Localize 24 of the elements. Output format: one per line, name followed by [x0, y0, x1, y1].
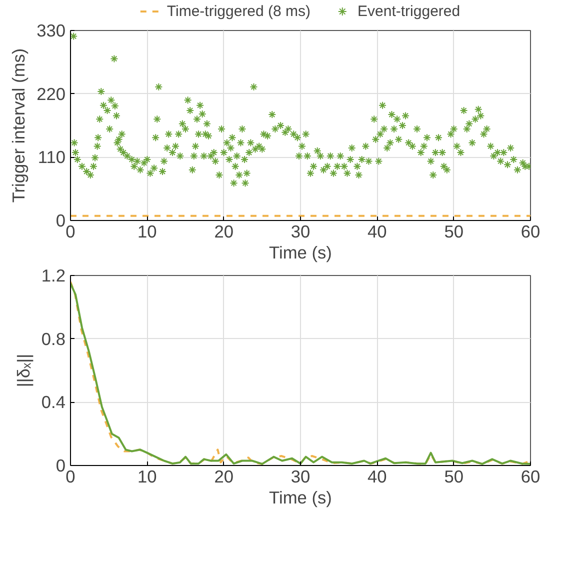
y-tick-label: 0.4	[41, 392, 66, 412]
x-tick-label: 60	[520, 466, 540, 486]
x-tick-label: 40	[368, 222, 387, 242]
x-tick-label: 50	[444, 466, 464, 486]
x-tick-label: 60	[520, 222, 540, 242]
x-tick-label: 50	[444, 222, 464, 242]
y-tick-label: 330	[36, 20, 66, 40]
x-tick-label: 30	[290, 466, 310, 486]
x-tick-label: 10	[138, 222, 157, 242]
y-tick-label: 0.8	[41, 328, 66, 349]
x-axis-title: Time (s)	[269, 488, 332, 508]
y-axis-title: Trigger interval (ms)	[8, 48, 29, 203]
legend-label: Time-triggered (8 ms)	[166, 2, 311, 20]
y-axis-title: ||δₓ||	[13, 354, 34, 388]
y-tick-label: 220	[36, 84, 66, 104]
x-tick-label: 30	[290, 222, 310, 242]
y-tick-label: 110	[38, 147, 66, 168]
legend-label: Event-triggered	[358, 2, 460, 20]
x-tick-label: 20	[214, 222, 234, 242]
x-tick-label: 10	[138, 466, 157, 486]
x-tick-label: 40	[368, 466, 387, 486]
x-tick-label: 20	[214, 466, 234, 486]
x-axis-title: Time (s)	[269, 242, 332, 262]
y-tick-label: 1.2	[41, 266, 66, 286]
